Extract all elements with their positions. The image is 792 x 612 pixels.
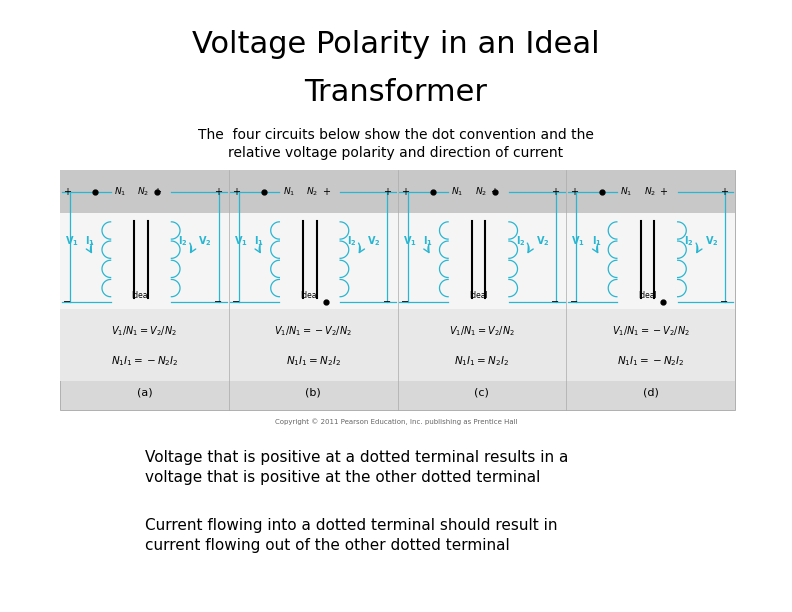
Text: +: + <box>659 187 667 196</box>
Text: $\mathbf{V_2}$: $\mathbf{V_2}$ <box>536 234 550 248</box>
Text: $\mathbf{V_1}$: $\mathbf{V_1}$ <box>571 234 585 248</box>
FancyBboxPatch shape <box>60 309 229 381</box>
FancyBboxPatch shape <box>566 213 735 309</box>
Text: −: − <box>383 297 390 307</box>
Text: $\mathbf{V_1}$: $\mathbf{V_1}$ <box>234 234 248 248</box>
FancyBboxPatch shape <box>60 170 229 213</box>
Text: $N_2$: $N_2$ <box>138 185 150 198</box>
Text: $\mathbf{V_1}$: $\mathbf{V_1}$ <box>402 234 417 248</box>
FancyBboxPatch shape <box>60 170 735 410</box>
Text: Ideal: Ideal <box>300 291 319 299</box>
Text: (b): (b) <box>305 388 321 398</box>
Text: Ideal: Ideal <box>469 291 488 299</box>
Text: +: + <box>569 187 577 196</box>
FancyBboxPatch shape <box>398 309 566 381</box>
Text: $N_2$: $N_2$ <box>644 185 656 198</box>
FancyBboxPatch shape <box>398 170 566 213</box>
Text: $N_1$: $N_1$ <box>620 185 632 198</box>
Text: Transformer: Transformer <box>304 78 488 107</box>
Text: +: + <box>551 187 559 196</box>
Text: $N_1$: $N_1$ <box>114 185 126 198</box>
Text: $\mathbf{I_2}$: $\mathbf{I_2}$ <box>516 234 525 248</box>
FancyBboxPatch shape <box>398 213 566 309</box>
Text: +: + <box>720 187 729 196</box>
Text: Copyright © 2011 Pearson Education, Inc. publishing as Prentice Hall: Copyright © 2011 Pearson Education, Inc.… <box>275 418 517 425</box>
Text: −: − <box>720 297 729 307</box>
Text: $\mathbf{I_2}$: $\mathbf{I_2}$ <box>347 234 356 248</box>
Text: +: + <box>490 187 498 196</box>
Text: (d): (d) <box>642 388 659 398</box>
Text: +: + <box>232 187 240 196</box>
FancyBboxPatch shape <box>60 213 229 309</box>
FancyBboxPatch shape <box>229 213 398 309</box>
Text: Voltage Polarity in an Ideal: Voltage Polarity in an Ideal <box>192 30 600 59</box>
Text: $N_1I_1 = N_2I_2$: $N_1I_1 = N_2I_2$ <box>286 354 341 368</box>
Text: −: − <box>63 297 71 307</box>
Text: $N_1I_1 = -N_2I_2$: $N_1I_1 = -N_2I_2$ <box>111 354 178 368</box>
Text: +: + <box>322 187 329 196</box>
Text: +: + <box>383 187 390 196</box>
Text: $V_1/N_1 = V_2/N_2$: $V_1/N_1 = V_2/N_2$ <box>449 324 515 338</box>
Text: +: + <box>153 187 161 196</box>
Text: $\mathbf{I_1}$: $\mathbf{I_1}$ <box>86 234 95 248</box>
Text: −: − <box>232 297 240 307</box>
Text: $V_1/N_1 = V_2/N_2$: $V_1/N_1 = V_2/N_2$ <box>112 324 177 338</box>
Text: $\mathbf{I_1}$: $\mathbf{I_1}$ <box>592 234 601 248</box>
Text: $N_1$: $N_1$ <box>283 185 295 198</box>
FancyBboxPatch shape <box>566 309 735 381</box>
Text: $\mathbf{V_2}$: $\mathbf{V_2}$ <box>367 234 381 248</box>
Text: +: + <box>214 187 222 196</box>
Text: $N_2$: $N_2$ <box>475 185 487 198</box>
Text: current flowing out of the other dotted terminal: current flowing out of the other dotted … <box>145 538 510 553</box>
FancyBboxPatch shape <box>229 309 398 381</box>
Text: $\mathbf{I_1}$: $\mathbf{I_1}$ <box>423 234 432 248</box>
Text: $\mathbf{V_1}$: $\mathbf{V_1}$ <box>65 234 79 248</box>
Text: The  four circuits below show the dot convention and the: The four circuits below show the dot con… <box>198 128 594 142</box>
Text: $N_2$: $N_2$ <box>307 185 318 198</box>
Text: relative voltage polarity and direction of current: relative voltage polarity and direction … <box>228 146 564 160</box>
Text: +: + <box>63 187 71 196</box>
Text: $V_1/N_1 = -V_2/N_2$: $V_1/N_1 = -V_2/N_2$ <box>611 324 690 338</box>
Text: $N_1I_1 = N_2I_2$: $N_1I_1 = N_2I_2$ <box>455 354 509 368</box>
Text: Current flowing into a dotted terminal should result in: Current flowing into a dotted terminal s… <box>145 518 558 533</box>
Text: −: − <box>551 297 559 307</box>
Text: −: − <box>401 297 409 307</box>
Text: (a): (a) <box>136 388 152 398</box>
Text: Ideal: Ideal <box>638 291 657 299</box>
Text: −: − <box>214 297 222 307</box>
Text: $N_1$: $N_1$ <box>451 185 463 198</box>
Text: $\mathbf{V_2}$: $\mathbf{V_2}$ <box>705 234 718 248</box>
Text: (c): (c) <box>474 388 489 398</box>
Text: −: − <box>569 297 577 307</box>
Text: $V_1/N_1 = -V_2/N_2$: $V_1/N_1 = -V_2/N_2$ <box>274 324 352 338</box>
Text: voltage that is positive at the other dotted terminal: voltage that is positive at the other do… <box>145 470 540 485</box>
Text: +: + <box>401 187 409 196</box>
Text: $\mathbf{I_2}$: $\mathbf{I_2}$ <box>178 234 188 248</box>
FancyBboxPatch shape <box>229 170 398 213</box>
Text: $\mathbf{I_1}$: $\mathbf{I_1}$ <box>254 234 264 248</box>
Text: $\mathbf{I_2}$: $\mathbf{I_2}$ <box>684 234 694 248</box>
Text: Ideal: Ideal <box>131 291 150 299</box>
Text: $\mathbf{V_2}$: $\mathbf{V_2}$ <box>198 234 212 248</box>
Text: Voltage that is positive at a dotted terminal results in a: Voltage that is positive at a dotted ter… <box>145 450 569 465</box>
FancyBboxPatch shape <box>566 170 735 213</box>
Text: $N_1I_1 = -N_2I_2$: $N_1I_1 = -N_2I_2$ <box>617 354 684 368</box>
